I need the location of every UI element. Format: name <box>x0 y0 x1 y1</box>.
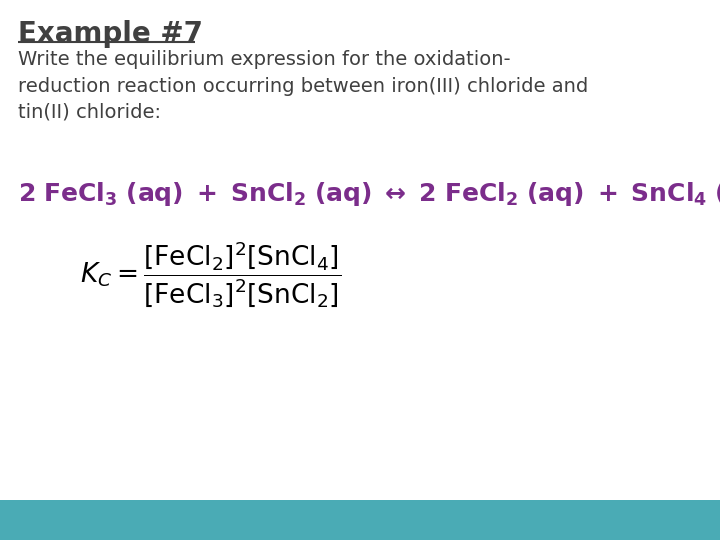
Bar <box>0 500 720 540</box>
Text: Write the equilibrium expression for the oxidation-
reduction reaction occurring: Write the equilibrium expression for the… <box>18 50 588 122</box>
Text: Example #7: Example #7 <box>18 20 203 48</box>
Text: $\mathbf{2\ FeCl_3\ (aq)\ +\ SnCl_2\ (aq)\ \leftrightarrow\ 2\ FeCl_2\ (aq)\ +\ : $\mathbf{2\ FeCl_3\ (aq)\ +\ SnCl_2\ (aq… <box>18 180 720 208</box>
Text: $K_C = \dfrac{[\mathrm{FeCl_2}]^2[\mathrm{SnCl_4}]}{[\mathrm{FeCl_3}]^2[\mathrm{: $K_C = \dfrac{[\mathrm{FeCl_2}]^2[\mathr… <box>80 240 341 310</box>
